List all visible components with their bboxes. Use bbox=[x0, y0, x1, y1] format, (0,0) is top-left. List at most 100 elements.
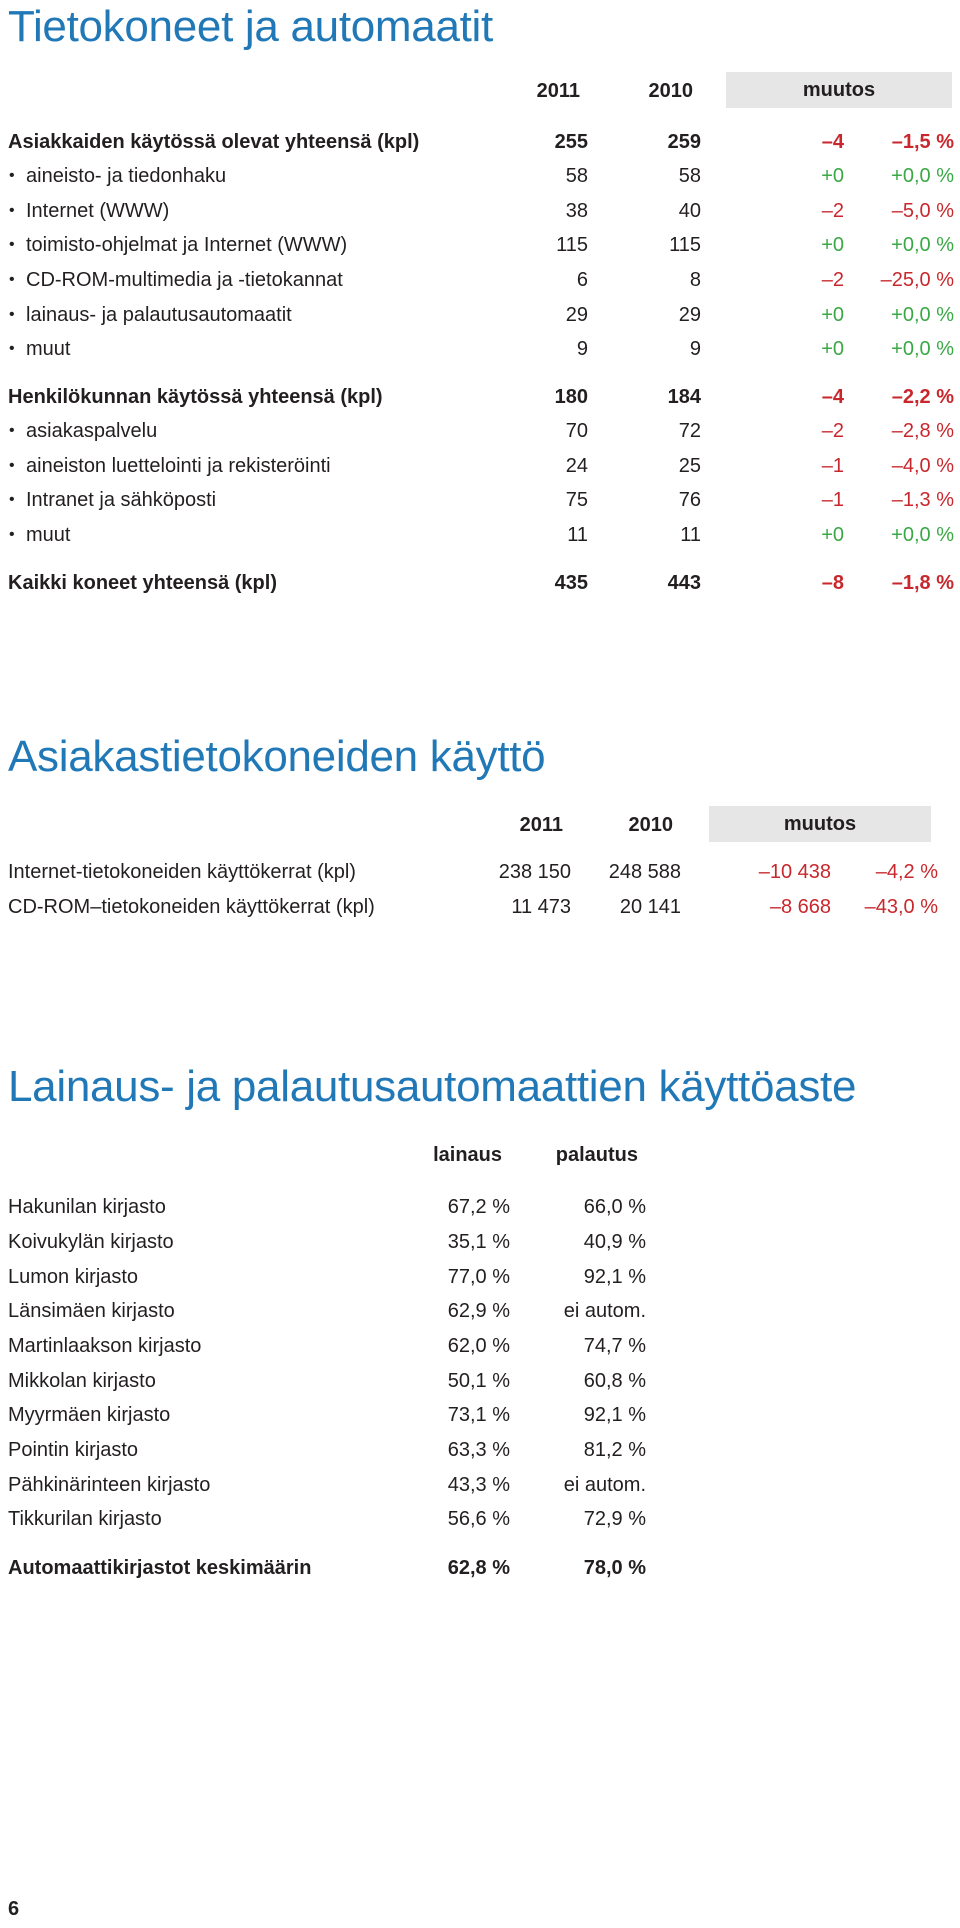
col-header-2010-b: 2010 bbox=[628, 814, 674, 836]
value-diff: –1 bbox=[821, 455, 844, 477]
table-row: CD-ROM–tietokoneiden käyttökerrat (kpl) 1… bbox=[8, 892, 938, 922]
value-2011: 58 bbox=[565, 165, 588, 187]
row-label: Tikkurilan kirjasto bbox=[8, 1508, 162, 1530]
value-palautus: 81,2 % bbox=[583, 1439, 646, 1461]
col-header-palautus: palautus bbox=[555, 1144, 638, 1166]
col-header-change: muutos bbox=[726, 72, 952, 108]
value-palautus: ei autom. bbox=[563, 1300, 646, 1322]
row-label: muut bbox=[26, 524, 71, 546]
value-diff: –10 438 bbox=[758, 861, 831, 883]
value-pct: +0,0 % bbox=[891, 234, 954, 256]
value-2010: 76 bbox=[678, 489, 701, 511]
table-row: Tikkurilan kirjasto 56,6 % 72,9 % bbox=[8, 1504, 648, 1534]
table-row: Asiakkaiden käytössä olevat yhteensä (kp… bbox=[8, 127, 954, 157]
bullet-icon: • bbox=[9, 271, 15, 288]
table-row: Henkilökunnan käytössä yhteensä (kpl) 180… bbox=[8, 382, 954, 412]
page-number: 6 bbox=[8, 1898, 20, 1920]
value-pct: –43,0 % bbox=[864, 896, 938, 918]
col-header-2011: 2011 bbox=[536, 80, 580, 102]
value-2011: 435 bbox=[554, 572, 588, 594]
value-palautus: 92,1 % bbox=[583, 1266, 646, 1288]
value-2011: 238 150 bbox=[498, 861, 571, 883]
value-2011: 255 bbox=[554, 131, 588, 153]
value-2011: 70 bbox=[565, 420, 588, 442]
value-diff: –8 668 bbox=[769, 896, 831, 918]
value-lainaus: 62,9 % bbox=[447, 1300, 510, 1322]
value-diff: +0 bbox=[821, 234, 844, 256]
row-label: Länsimäen kirjasto bbox=[8, 1300, 175, 1322]
value-lainaus: 62,0 % bbox=[447, 1335, 510, 1357]
value-palautus: 78,0 % bbox=[583, 1557, 646, 1579]
value-lainaus: 77,0 % bbox=[447, 1266, 510, 1288]
value-palautus: 72,9 % bbox=[583, 1508, 646, 1530]
section-title-client-computers: Asiakastietokoneiden käyttö bbox=[8, 732, 546, 781]
row-label: Hakunilan kirjasto bbox=[8, 1196, 166, 1218]
value-palautus: 74,7 % bbox=[583, 1335, 646, 1357]
table-row: • CD-ROM-multimedia ja -tietokannat 6 8 –2 –2… bbox=[8, 265, 954, 295]
row-label: Internet (WWW) bbox=[26, 200, 170, 222]
value-2010: 11 bbox=[680, 524, 701, 546]
table-row: Lumon kirjasto 77,0 % 92,1 % bbox=[8, 1262, 648, 1292]
value-2011: 6 bbox=[576, 269, 588, 291]
value-2011: 115 bbox=[556, 234, 588, 256]
row-label: toimisto-ohjelmat ja Internet (WWW) bbox=[26, 234, 348, 256]
value-2010: 8 bbox=[689, 269, 701, 291]
value-2011: 38 bbox=[565, 200, 588, 222]
value-diff: –2 bbox=[821, 200, 844, 222]
table-row: Mikkolan kirjasto 50,1 % 60,8 % bbox=[8, 1366, 648, 1396]
value-2011: 11 473 bbox=[511, 896, 571, 918]
table-row: • muut 11 11 +0 +0,0 % bbox=[8, 520, 954, 550]
table-row: Myyrmäen kirjasto 73,1 % 92,1 % bbox=[8, 1400, 648, 1430]
row-label: aineisto- ja tiedonhaku bbox=[26, 165, 227, 187]
value-diff: –1 bbox=[821, 489, 844, 511]
table-row: • asiakaspalvelu 70 72 –2 –2,8 % bbox=[8, 416, 954, 446]
value-2011: 75 bbox=[565, 489, 588, 511]
row-label: Martinlaakson kirjasto bbox=[8, 1335, 202, 1357]
table-row: • muut 9 9 +0 +0,0 % bbox=[8, 334, 954, 364]
bullet-icon: • bbox=[9, 236, 15, 253]
value-diff: –8 bbox=[821, 572, 844, 594]
row-label: Pähkinärinteen kirjasto bbox=[8, 1474, 211, 1496]
value-pct: +0,0 % bbox=[891, 304, 954, 326]
value-lainaus: 73,1 % bbox=[447, 1404, 510, 1426]
col-header-change-b: muutos bbox=[709, 806, 931, 842]
row-label: asiakaspalvelu bbox=[26, 420, 158, 442]
value-2010: 184 bbox=[667, 386, 701, 408]
value-lainaus: 63,3 % bbox=[447, 1439, 510, 1461]
table-row: Pähkinärinteen kirjasto 43,3 % ei autom. bbox=[8, 1470, 648, 1500]
value-pct: +0,0 % bbox=[891, 165, 954, 187]
row-label: Internet-tietokoneiden käyttökerrat (kpl… bbox=[8, 861, 356, 883]
value-2010: 443 bbox=[667, 572, 701, 594]
value-2011: 29 bbox=[565, 304, 588, 326]
value-2011: 180 bbox=[554, 386, 588, 408]
value-2011: 24 bbox=[565, 455, 588, 477]
value-2010: 72 bbox=[678, 420, 701, 442]
value-palautus: 40,9 % bbox=[583, 1231, 646, 1253]
bullet-icon: • bbox=[9, 306, 15, 323]
value-pct: –2,8 % bbox=[891, 420, 954, 442]
value-2010: 20 141 bbox=[619, 896, 681, 918]
table-row: • aineisto- ja tiedonhaku 58 58 +0 +0,0 % bbox=[8, 161, 954, 191]
col-header-2011-b: 2011 bbox=[519, 814, 563, 836]
value-2011: 11 bbox=[567, 524, 588, 546]
table-row: Martinlaakson kirjasto 62,0 % 74,7 % bbox=[8, 1331, 648, 1361]
row-label: Intranet ja sähköposti bbox=[26, 489, 217, 511]
value-2010: 259 bbox=[667, 131, 701, 153]
table-row: Hakunilan kirjasto 67,2 % 66,0 % bbox=[8, 1192, 648, 1222]
bullet-icon: • bbox=[9, 526, 15, 543]
value-pct: –5,0 % bbox=[891, 200, 954, 222]
value-palautus: 66,0 % bbox=[583, 1196, 646, 1218]
value-diff: +0 bbox=[821, 165, 844, 187]
bullet-icon: • bbox=[9, 167, 15, 184]
value-palautus: 92,1 % bbox=[583, 1404, 646, 1426]
row-label: Asiakkaiden käytössä olevat yhteensä (kp… bbox=[8, 131, 420, 153]
value-lainaus: 62,8 % bbox=[447, 1557, 510, 1579]
value-diff: –4 bbox=[821, 131, 844, 153]
table-row: Länsimäen kirjasto 62,9 % ei autom. bbox=[8, 1296, 648, 1326]
value-2010: 9 bbox=[689, 338, 701, 360]
row-label: Automaattikirjastot keskimäärin bbox=[8, 1557, 312, 1579]
value-lainaus: 67,2 % bbox=[447, 1196, 510, 1218]
row-label: Mikkolan kirjasto bbox=[8, 1370, 156, 1392]
value-pct: +0,0 % bbox=[891, 338, 954, 360]
table-row: Koivukylän kirjasto 35,1 % 40,9 % bbox=[8, 1227, 648, 1257]
